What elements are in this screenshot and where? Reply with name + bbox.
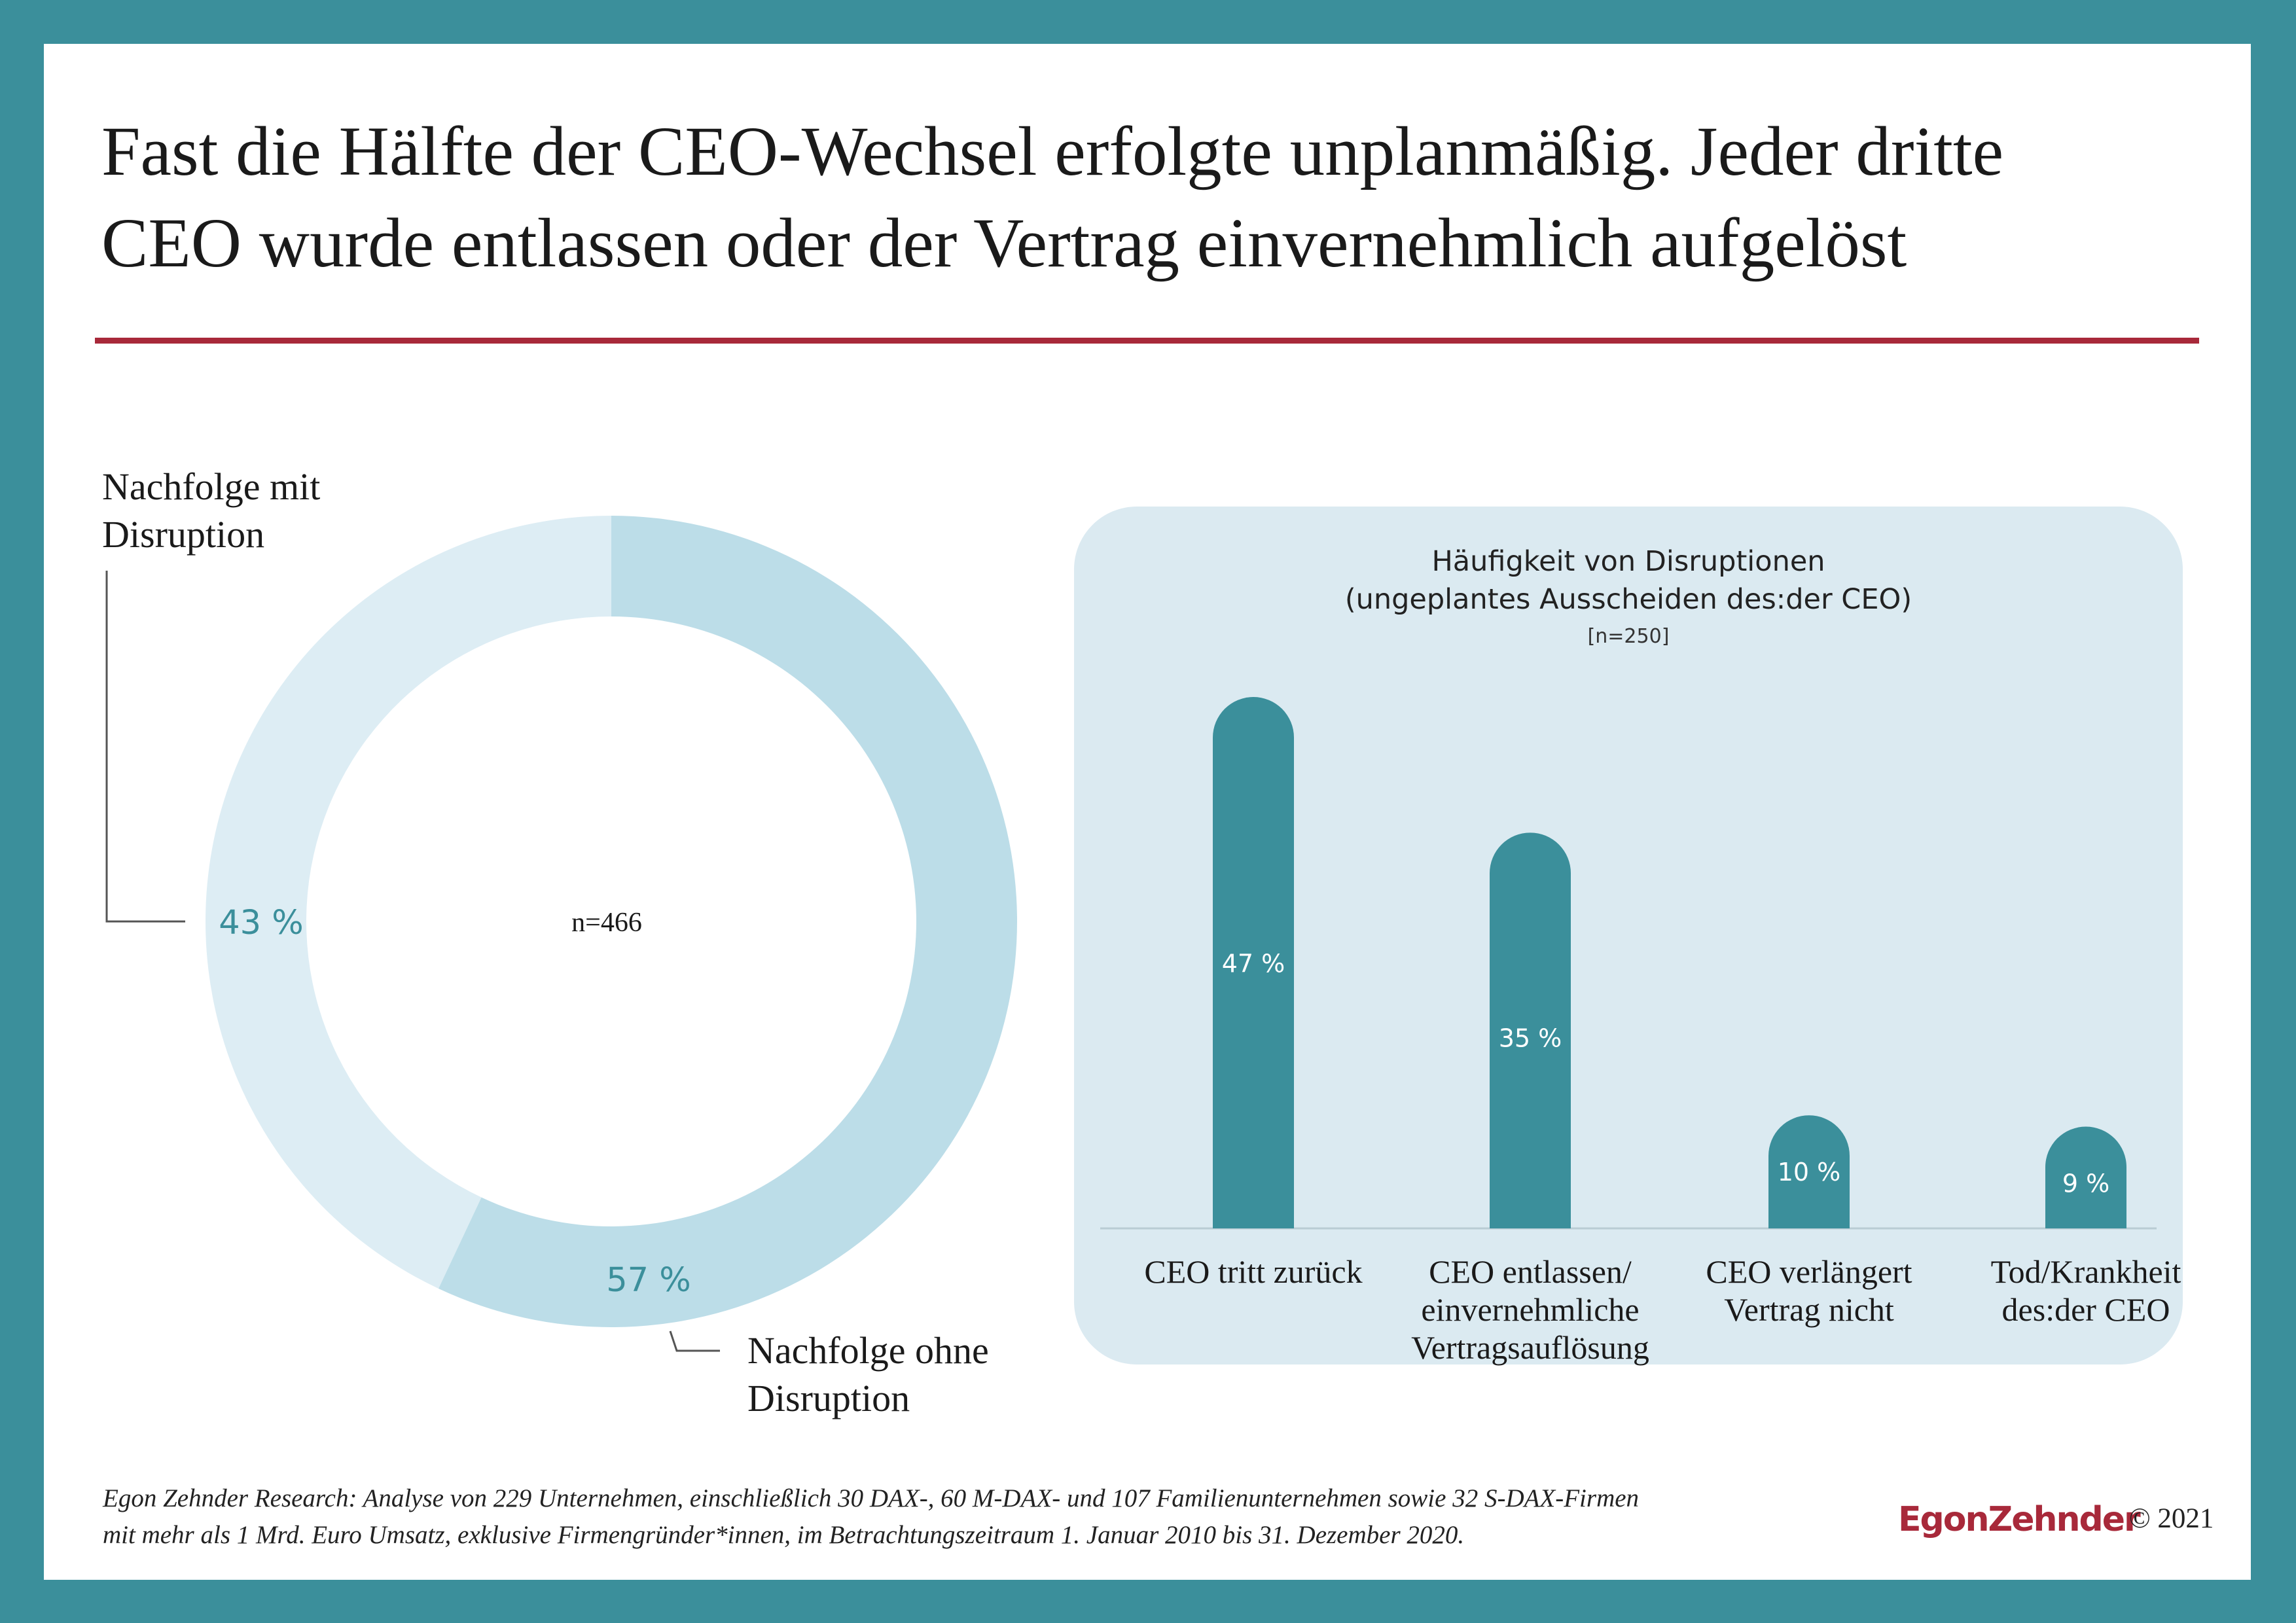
donut-chart: 43 % 57 % n=466 [105,516,1017,1352]
source-footnote: Egon Zehnder Research: Analyse von 229 U… [103,1484,1640,1549]
bar-chart-title: Häufigkeit von Disruptionen [1431,545,1825,578]
bar-chart-card: Häufigkeit von Disruptionen (ungeplantes… [1074,507,2183,1366]
bar-chart-sample-size: [n=250] [1587,625,1670,648]
bar-4 [2045,1126,2126,1228]
bar-2 [1490,832,1571,1228]
callout-without-disruption: Nachfolge ohne Disruption [747,1329,989,1419]
bar-category-label: Tod/Krankheit des:der CEO [1990,1253,2181,1328]
donut-slice-1-value: 43 % [219,904,304,942]
donut-slice-2-value: 57 % [606,1261,691,1300]
copyright: © 2021 [2129,1503,2214,1534]
bar-3-value: 10 % [1778,1158,1841,1186]
title-line-2: CEO wurde entlassen oder der Vertrag ein… [101,205,1907,282]
bar-category-label: CEO tritt zurück [1144,1253,1363,1290]
callout-line-without-disruption [669,1330,720,1352]
title-divider [95,338,2199,344]
page-title: Fast die Hälfte der CEO-Wechsel erfolgte… [101,106,2196,289]
infographic-panel: Fast die Hälfte der CEO-Wechsel erfolgte… [44,44,2251,1580]
bar-3 [1768,1115,1850,1228]
bar-4-value: 9 % [2062,1169,2109,1198]
bar-category-label: CEO entlassen/ einvernehmliche Vertragsa… [1411,1253,1649,1366]
bar-1 [1213,697,1294,1228]
callout-line-with-disruption [105,571,185,923]
bar-category-label: CEO verlängert Vertrag nicht [1706,1253,1912,1328]
donut-slice-2 [439,516,1017,1327]
callout-with-disruption: Nachfolge mit Disruption [102,465,321,556]
bar-chart-subtitle: (ungeplantes Ausscheiden des:der CEO) [1344,583,1912,616]
bar-chart: 47 % 35 % 10 % 9 % [1100,697,2157,1230]
bar-2-value: 35 % [1499,1024,1562,1052]
bar-1-value: 47 % [1222,949,1285,978]
donut-slice-1 [205,516,611,1289]
title-line-1: Fast die Hälfte der CEO-Wechsel erfolgte… [101,113,2004,190]
donut-center-label: n=466 [571,908,642,938]
egon-zehnder-logo: EgonZehnder [1898,1500,2141,1539]
